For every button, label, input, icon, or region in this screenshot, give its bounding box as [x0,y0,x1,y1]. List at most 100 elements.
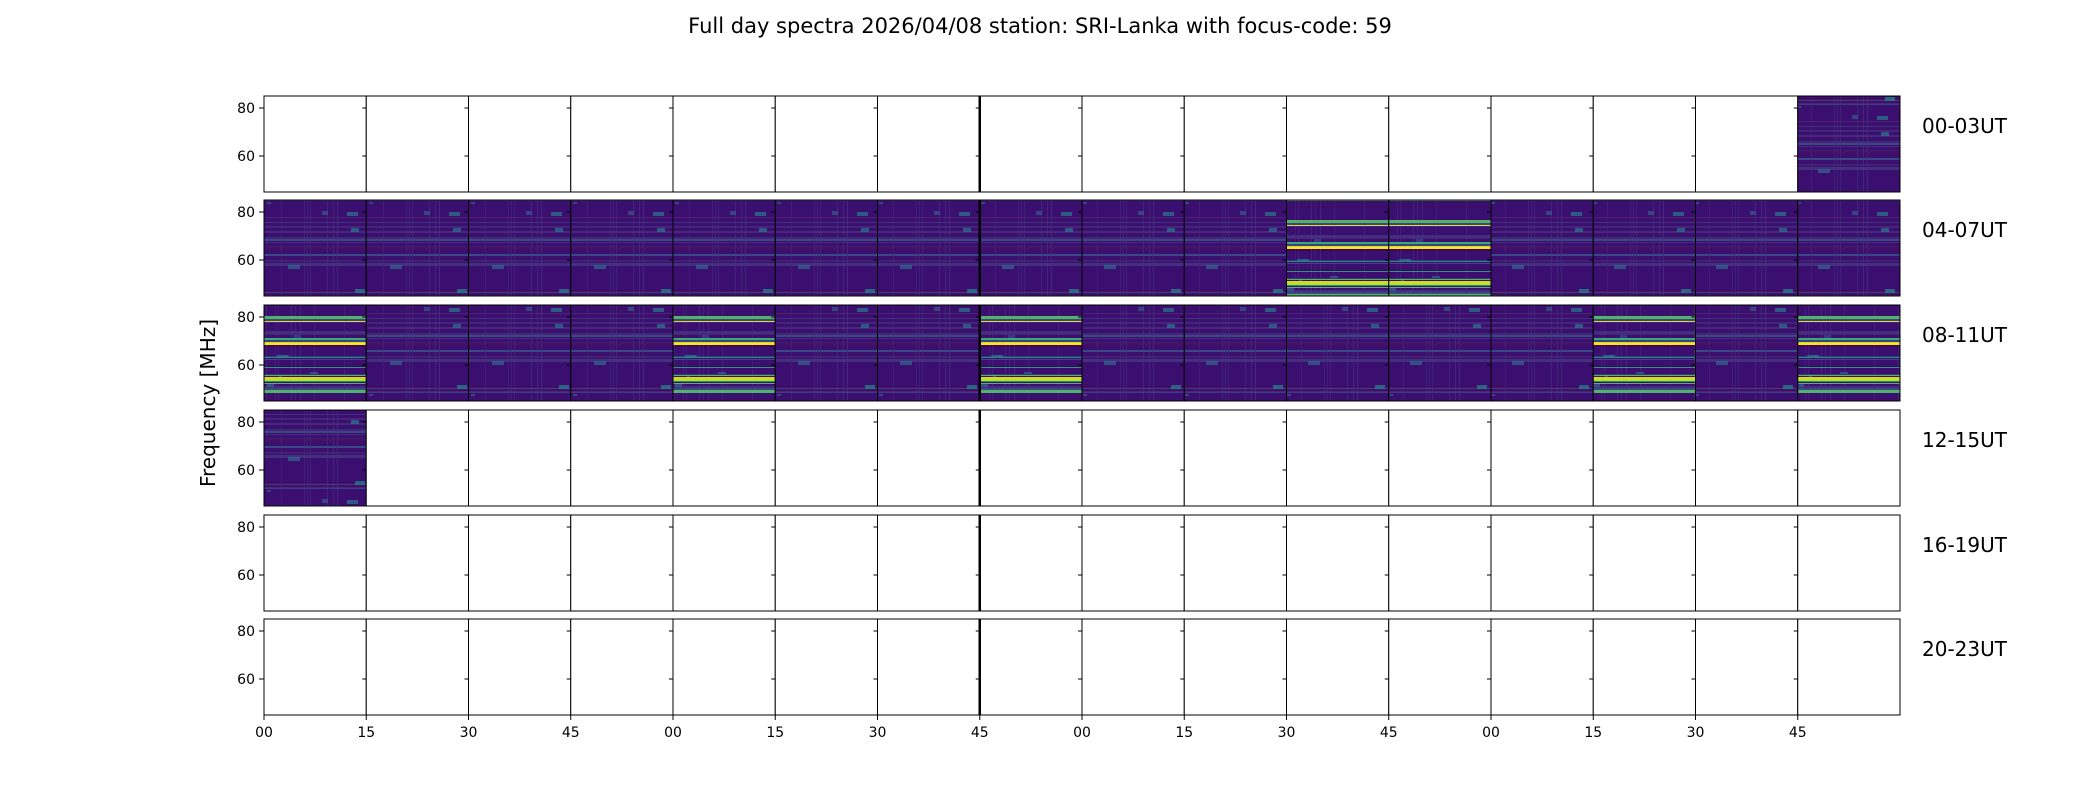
spectrum-cell [774,304,878,402]
row-label: 04-07UT [1922,218,2008,242]
spectra-panels: 80 60 00-03UT 80 60 04-07UT 80 60 08-11UT 80 60 12-… [237,95,2008,716]
empty-cell [570,409,674,507]
empty-cell [1695,95,1799,193]
empty-cell [1490,618,1594,716]
spectra-row: 80 60 20-23UT [237,618,2008,716]
empty-cell [365,409,469,507]
spectrum-cell [468,304,572,402]
chart-title: Full day spectra 2026/04/08 station: SRI… [688,14,1392,38]
row-label: 00-03UT [1922,114,2008,138]
empty-cell [1490,95,1594,193]
y-tick-label: 60 [237,672,255,688]
spectrum-cell [1695,199,1799,297]
empty-cell [1592,409,1696,507]
empty-cell [979,409,1083,507]
empty-cell [979,95,1083,193]
y-tick-label: 80 [237,101,255,117]
spectra-row: 80 60 16-19UT [237,514,2008,612]
empty-cell [979,514,1083,612]
spectrum-cell [263,304,367,402]
empty-cell [774,95,878,193]
empty-cell [672,95,776,193]
x-tick-label: 45 [562,725,580,741]
empty-cell [263,95,367,193]
x-tick-label: 00 [1482,725,1500,741]
empty-cell [468,618,572,716]
spectrum-cell [1797,95,1901,193]
row-label: 08-11UT [1922,323,2008,347]
empty-cell [1286,618,1390,716]
spectrum-cell [672,199,776,297]
spectrum-cell [1797,199,1901,297]
row-label: 12-15UT [1922,428,2008,452]
spectrum-cell [1286,199,1390,297]
empty-cell [570,618,674,716]
empty-cell [263,618,367,716]
row-label: 20-23UT [1922,637,2008,661]
spectra-row: 80 60 12-15UT [237,409,2008,507]
empty-cell [672,409,776,507]
empty-cell [365,514,469,612]
spectrum-cell [979,199,1083,297]
spectrum-cell [1695,304,1799,402]
empty-cell [1797,618,1901,716]
empty-cell [1183,618,1287,716]
empty-cell [1797,514,1901,612]
empty-cell [1183,95,1287,193]
y-tick-label: 80 [237,310,255,326]
empty-cell [1081,95,1185,193]
empty-cell [1797,409,1901,507]
spectrum-cell [263,199,367,297]
spectrum-cell [1183,304,1287,402]
x-tick-label: 00 [1073,725,1091,741]
spectra-row: 80 60 00-03UT [237,95,2008,193]
y-tick-label: 60 [237,149,255,165]
empty-cell [774,618,878,716]
x-tick-label: 30 [869,725,887,741]
y-tick-label: 60 [237,463,255,479]
spectrum-cell [1183,199,1287,297]
y-tick-label: 80 [237,624,255,640]
empty-cell [1183,514,1287,612]
y-tick-label: 60 [237,253,255,269]
spectrum-cell [774,199,878,297]
x-tick-label: 15 [357,725,375,741]
y-tick-label: 60 [237,568,255,584]
spectra-row: 80 60 08-11UT [237,304,2008,402]
empty-cell [1081,409,1185,507]
spectrum-cell [1592,304,1696,402]
y-axis-label: Frequency [MHz] [196,319,220,487]
spectrum-cell [570,199,674,297]
empty-cell [365,95,469,193]
empty-cell [1388,514,1492,612]
empty-cell [1286,514,1390,612]
empty-cell [774,409,878,507]
empty-cell [877,95,981,193]
y-tick-label: 60 [237,358,255,374]
empty-cell [570,514,674,612]
empty-cell [1592,514,1696,612]
empty-cell [1183,409,1287,507]
spectrum-cell [263,409,367,507]
empty-cell [468,409,572,507]
spectrum-cell [1081,304,1185,402]
spectrum-cell [570,304,674,402]
empty-cell [1695,514,1799,612]
x-tick-label: 15 [766,725,784,741]
empty-cell [877,409,981,507]
x-axis-ticks: 00 15 30 45 00 15 30 45 00 15 30 45 00 15 30 45 [255,715,1807,741]
spectrum-cell [365,304,469,402]
x-tick-label: 15 [1584,725,1602,741]
empty-cell [1388,95,1492,193]
empty-cell [1695,618,1799,716]
y-tick-label: 80 [237,415,255,431]
spectrum-cell [979,304,1083,402]
empty-cell [263,514,367,612]
spectrum-cell [1490,199,1594,297]
empty-cell [1490,514,1594,612]
x-tick-label: 30 [460,725,478,741]
x-tick-label: 45 [1380,725,1398,741]
empty-cell [774,514,878,612]
empty-cell [365,618,469,716]
